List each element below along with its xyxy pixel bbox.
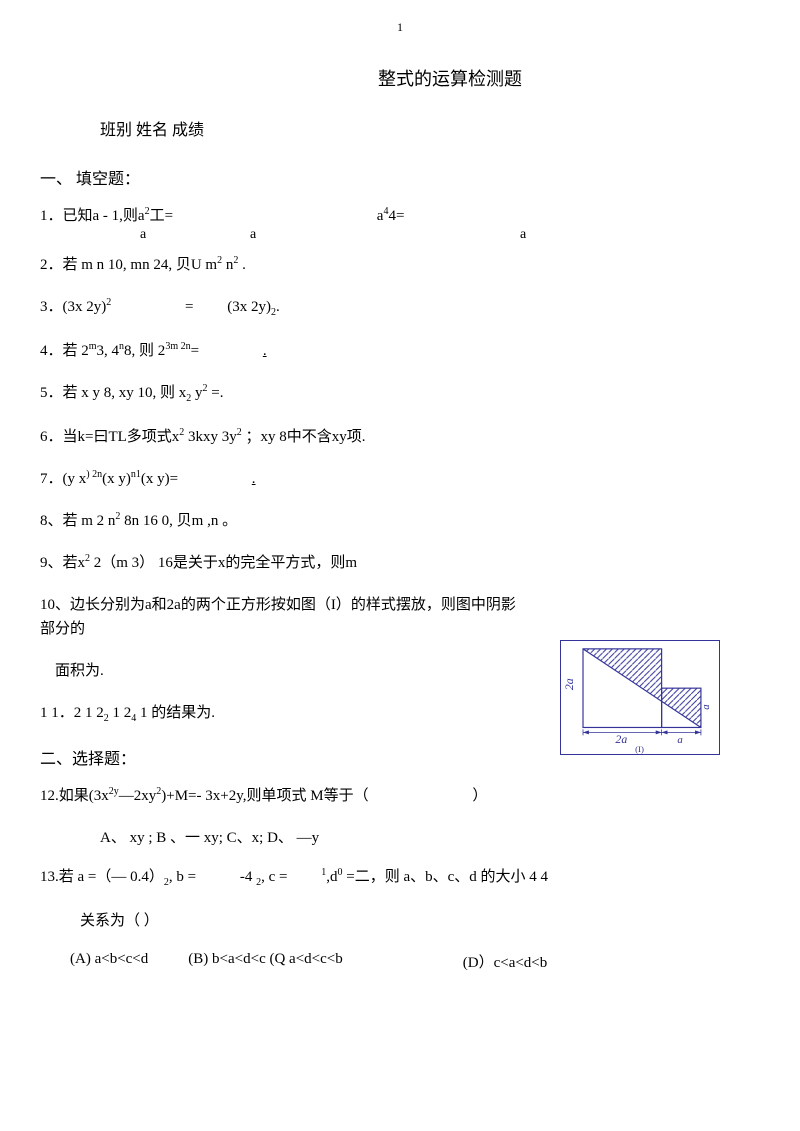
question-10: 10、边长分别为a和2a的两个正方形按如图（I）的样式摆放，则图中阴影部分的: [40, 593, 520, 641]
q3-eq: =: [185, 299, 193, 315]
question-5: 5．若 x y 8, xy 10, 则 x2 y2 =.: [40, 381, 760, 407]
q6-text-c: ；xy 8中不含xy项.: [242, 429, 366, 445]
q1-denom-1: a: [140, 224, 146, 246]
q2-text-a: 2．若 m n 10, mn 24, 贝U m: [40, 257, 217, 273]
q5-text-c: =.: [208, 385, 224, 401]
q6-text-a: 6．当k=曰TL多项式x: [40, 429, 179, 445]
q5-text-a: 5．若 x y 8, xy 10, 则 x: [40, 385, 186, 401]
q11-text-c: 1 的结果为.: [136, 705, 215, 721]
q9-text-a: 9、若x: [40, 555, 85, 571]
figure-1: 2a a 2a a (I): [560, 640, 720, 755]
q4-sup1: m: [89, 341, 97, 352]
q2-text-c: .: [238, 257, 246, 273]
fig-label-2a-h: 2a: [615, 732, 627, 746]
question-2: 2．若 m n 10, mn 24, 贝U m2 n2 .: [40, 253, 760, 277]
q7-dot: .: [252, 471, 256, 487]
q10-text: 10、边长分别为a和2a的两个正方形按如图（I）的样式摆放，则图中阴影部分的: [40, 597, 516, 637]
q4-sup3: 3m 2n: [165, 341, 190, 352]
q7-text-a: 7．(y x: [40, 471, 86, 487]
opt-b: (B) b<a<d<c (Q a<d<c<b: [188, 951, 342, 972]
q13-text-a: 13.若 a =（— 0.4）: [40, 869, 164, 885]
q3-text-c: .: [276, 299, 280, 315]
question-9: 9、若x2 2（m 3） 16是关于x的完全平方式，则m: [40, 551, 760, 575]
opt-d: (D）c<a<d<b: [463, 951, 548, 972]
q5-text-b: y: [191, 385, 202, 401]
q13-text-f2: 二: [355, 869, 370, 885]
q6-text-b: 3kxy 3y: [184, 429, 237, 445]
student-info: 班别 姓名 成绩: [100, 116, 760, 140]
q7-text-c: (x y)=: [141, 471, 178, 487]
q7-sup2: n1: [131, 469, 141, 480]
figure-svg: 2a a 2a a (I): [561, 641, 719, 754]
q1-text-eq: 工: [150, 208, 165, 224]
q4-text-b: 3, 4: [97, 343, 120, 359]
section-1-heading: 一、 填空题：: [40, 165, 760, 189]
fig-label-a-v: a: [700, 704, 712, 709]
question-6: 6．当k=曰TL多项式x2 3kxy 3y2 ；xy 8中不含xy项.: [40, 425, 760, 449]
question-12: 12.如果(3x2y—2xy2)+M=- 3x+2y,则单项式 M等于（ ）: [40, 784, 760, 808]
q13-text-e: ,d: [326, 869, 337, 885]
question-1: 1．已知a - 1,则a2工= a44= a a a: [40, 204, 760, 228]
q11-text-b: 1 2: [109, 705, 132, 721]
q1-denom-3: a: [520, 224, 526, 246]
q7-text-b: (x y): [102, 471, 131, 487]
opt-a: (A) a<b<c<d: [70, 951, 148, 972]
q11-text-a: 1 1．2 1 2: [40, 705, 104, 721]
q12-text-c: )+M=- 3x+2y,则单项式 M等于（: [161, 788, 368, 804]
fig-label-a-h: a: [677, 734, 682, 746]
question-13-options: (A) a<b<c<d (B) b<a<d<c (Q a<d<c<b (D）c<…: [70, 951, 760, 972]
q12-text-b: —2xy: [119, 788, 157, 804]
q13-text-b: , b =: [169, 869, 196, 885]
q13-text-c: -4: [240, 869, 256, 885]
q12-text-a: 12.如果(3x: [40, 788, 109, 804]
q8-text-a: 8、若 m 2 n: [40, 513, 115, 529]
q4-text-d: =: [191, 343, 199, 359]
q1-text-a: 1．已知a - 1,则a: [40, 208, 145, 224]
question-12-options: A、 xy ; B 、一 xy; C、x; D、 —y: [100, 826, 760, 847]
q4-text-c: 8, 则 2: [124, 343, 165, 359]
q1-text-d: 4=: [388, 208, 404, 224]
question-4: 4．若 2m3, 4n8, 则 23m 2n= .: [40, 339, 760, 363]
question-13b: 关系为（ ）: [80, 909, 760, 933]
fig-label-i: (I): [635, 744, 644, 754]
fig-label-2a-v: 2a: [562, 678, 576, 690]
q9-text-b: 2（m 3） 16是关于x的完全平方式，则m: [90, 555, 357, 571]
question-8: 8、若 m 2 n2 8n 16 0, 贝m ,n 。: [40, 509, 760, 533]
q3-text-a: 3．(3x 2y): [40, 299, 106, 315]
q12-sup1: 2y: [109, 786, 119, 797]
q8-text-b: 8n 16 0, 贝m ,n 。: [120, 513, 237, 529]
q13-text-g: ，则 a、b、c、d 的大小 4 4: [370, 869, 548, 885]
page-number: 1: [40, 20, 760, 35]
q4-text-a: 4．若 2: [40, 343, 89, 359]
q1-text-b: =: [165, 208, 173, 224]
question-7: 7．(y x) 2n(x y)n1(x y)= .: [40, 467, 760, 491]
q2-text-b: n: [222, 257, 233, 273]
q7-sup1: ) 2n: [86, 469, 102, 480]
q3-text-b: (3x 2y): [227, 299, 271, 315]
q13-text-d: , c =: [261, 869, 287, 885]
q12-text-d: ）: [472, 788, 487, 804]
question-13: 13.若 a =（— 0.4）2, b = -4 2, c = 1,d0 =二，…: [40, 865, 760, 891]
q10b-text: 面积为.: [55, 663, 104, 679]
doc-title: 整式的运算检测题: [140, 65, 760, 91]
q3-sup1: 2: [106, 297, 111, 308]
q1-denom-2: a: [250, 224, 256, 246]
q13-text-f: =: [342, 869, 354, 885]
q4-dot: .: [263, 343, 267, 359]
question-3: 3．(3x 2y)2 = (3x 2y)2.: [40, 295, 760, 321]
